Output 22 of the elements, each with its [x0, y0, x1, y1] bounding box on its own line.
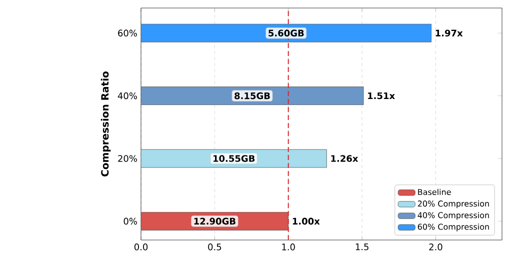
annotation: 5.60GB	[268, 30, 304, 36]
annotation: 8.15GB	[234, 92, 270, 100]
y-tick-label: 20%	[118, 155, 137, 162]
x-tick-label: 0.5	[208, 244, 222, 250]
legend-label: 40% Compression	[418, 212, 489, 220]
legend-label: 60% Compression	[418, 224, 489, 232]
data-label: 1.97x	[436, 30, 463, 36]
x-tick-label: 2.0	[429, 244, 442, 250]
data-label: 1.00x	[292, 218, 320, 225]
y-tick-label: 0%	[124, 218, 137, 225]
x-tick-label: 1.5	[356, 244, 368, 250]
annotation: 12.90GB	[194, 218, 236, 225]
x-tick-label: 0.0	[134, 244, 148, 250]
x-tick-label: 1.0	[282, 244, 295, 250]
legend-label: Baseline	[418, 188, 451, 196]
legend-label: 20% Compression	[418, 200, 489, 208]
annotation: 10.55GB	[213, 155, 255, 162]
y-tick-label: 60%	[118, 30, 137, 36]
y-tick-label: 40%	[118, 92, 137, 100]
data-label: 1.51x	[368, 92, 395, 100]
data-label: 1.26x	[331, 155, 358, 162]
y-axis-title: Compression Ratio	[100, 72, 111, 176]
